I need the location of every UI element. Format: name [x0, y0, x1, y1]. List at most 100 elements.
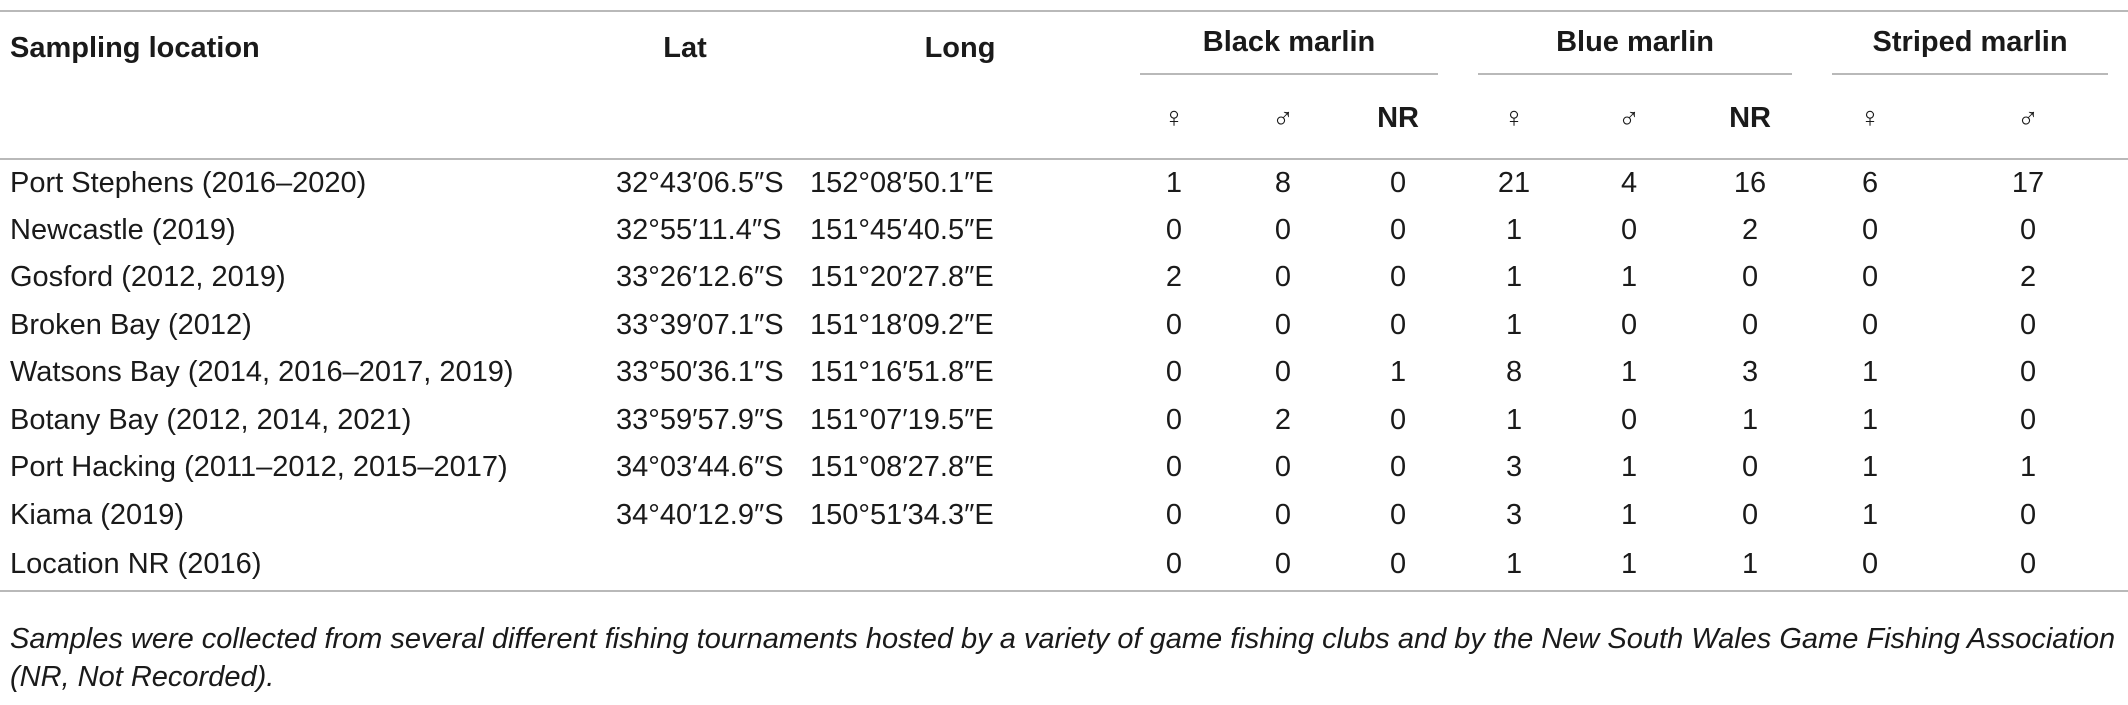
cell-count: 1	[1620, 261, 1638, 294]
cell-count: 0	[1389, 498, 1407, 531]
cell-count: 1	[1861, 403, 1879, 436]
table-row: Newcastle (2019) 32°55′11.4″S 151°45′40.5″…	[0, 207, 2128, 255]
cell-count: 8	[1274, 166, 1292, 199]
table-row: Port Stephens (2016–2020) 32°43′06.5″S 152…	[0, 159, 2128, 207]
cell-count: 0	[2019, 403, 2037, 436]
cell-count: 2	[2019, 261, 2037, 294]
header-long: Long	[800, 11, 1120, 160]
cell-count: 0	[1274, 308, 1292, 341]
cell-count: 1	[1861, 356, 1879, 389]
cell-count: 4	[1620, 166, 1638, 199]
cell-count: 21	[1497, 166, 1531, 199]
header-male: ♂	[1928, 79, 2128, 160]
cell-count: 0	[2019, 356, 2037, 389]
data-table: Sampling location Lat Long Black marlin …	[0, 10, 2128, 592]
cell-count: 0	[1165, 356, 1183, 389]
table-footnote: Samples were collected from several diff…	[10, 623, 2116, 693]
header-row-subcolumns: ♀ ♂ NR ♀ ♂ NR ♀ ♂	[0, 79, 2128, 160]
cell-count: 1	[1505, 308, 1523, 341]
cell-long: 151°18′09.2″E	[810, 308, 994, 341]
cell-long: 151°20′27.8″E	[810, 261, 994, 294]
cell-count: 3	[1505, 498, 1523, 531]
cell-location: Newcastle (2019)	[10, 213, 236, 246]
cell-count: 0	[1928, 539, 2128, 592]
cell-count: 1	[1389, 356, 1407, 389]
cell-count: 0	[1741, 261, 1759, 294]
group-underline	[1832, 73, 2109, 75]
cell-count: 0	[2019, 308, 2037, 341]
header-male: ♂	[1570, 79, 1689, 160]
cell-lat: 32°55′11.4″S	[616, 213, 782, 246]
cell-count: 1	[1620, 451, 1638, 484]
cell-count: 1	[1505, 261, 1523, 294]
cell-location: Port Hacking (2011–2012, 2015–2017)	[10, 451, 508, 484]
cell-location: Broken Bay (2012)	[10, 308, 252, 341]
table-row: Gosford (2012, 2019) 33°26′12.6″S 151°20′2…	[0, 254, 2128, 302]
cell-count: 0	[1338, 539, 1459, 592]
cell-count: 16	[1733, 166, 1767, 199]
cell-count: 0	[1861, 261, 1879, 294]
header-male: ♂	[1228, 79, 1338, 160]
cell-count: 0	[1861, 308, 1879, 341]
header-female: ♀	[1120, 79, 1228, 160]
table-row: Port Hacking (2011–2012, 2015–2017) 34°03…	[0, 444, 2128, 492]
cell-count: 6	[1861, 166, 1879, 199]
cell-long: 151°45′40.5″E	[810, 213, 994, 246]
cell-count: 0	[1274, 451, 1292, 484]
table-row: Kiama (2019) 34°40′12.9″S 150°51′34.3″E 0 0 0…	[0, 492, 2128, 540]
header-female: ♀	[1458, 79, 1571, 160]
cell-lat: 34°40′12.9″S	[616, 498, 784, 531]
cell-count: 1	[1570, 539, 1689, 592]
cell-count: 1	[2019, 451, 2037, 484]
cell-count: 0	[1741, 308, 1759, 341]
cell-count: 1	[1620, 498, 1638, 531]
table-row: Broken Bay (2012) 33°39′07.1″S 151°18′09.2…	[0, 302, 2128, 350]
cell-count: 0	[1228, 539, 1338, 592]
cell-count: 0	[1620, 308, 1638, 341]
header-lat: Lat	[570, 11, 800, 160]
cell-lat: 32°43′06.5″S	[616, 166, 784, 199]
cell-count: 2	[1741, 213, 1759, 246]
cell-count: 3	[1505, 451, 1523, 484]
header-sampling-location: Sampling location	[0, 11, 570, 160]
cell-count: 0	[1389, 451, 1407, 484]
header-row-groups: Sampling location Lat Long Black marlin …	[0, 11, 2128, 160]
cell-count: 0	[1389, 308, 1407, 341]
cell-count: 1	[1165, 166, 1183, 199]
cell-location: Kiama (2019)	[10, 498, 185, 531]
table-row: Watsons Bay (2014, 2016–2017, 2019) 33°50…	[0, 349, 2128, 397]
cell-lat	[570, 539, 800, 592]
cell-count: 0	[1165, 213, 1183, 246]
cell-count: 17	[2011, 166, 2045, 199]
cell-count: 1	[1505, 403, 1523, 436]
cell-count: 0	[2019, 213, 2037, 246]
cell-count: 0	[1120, 539, 1228, 592]
cell-count: 3	[1741, 356, 1759, 389]
cell-count: 1	[1741, 403, 1759, 436]
cell-count: 1	[1505, 213, 1523, 246]
cell-count: 2	[1274, 403, 1292, 436]
cell-lat: 33°50′36.1″S	[616, 356, 784, 389]
cell-lat: 33°26′12.6″S	[616, 261, 784, 294]
cell-count: 0	[1165, 498, 1183, 531]
cell-long: 151°16′51.8″E	[810, 356, 994, 389]
cell-count: 0	[1389, 166, 1407, 199]
header-group-striped-marlin: Striped marlin	[1812, 11, 2128, 79]
cell-count: 1	[1861, 451, 1879, 484]
cell-count: 0	[2019, 498, 2037, 531]
cell-count: 0	[1274, 498, 1292, 531]
cell-count: 0	[1741, 498, 1759, 531]
cell-location: Botany Bay (2012, 2014, 2021)	[10, 403, 412, 436]
cell-count: 0	[1274, 213, 1292, 246]
header-female: ♀	[1812, 79, 1929, 160]
cell-count: 0	[1620, 403, 1638, 436]
header-group-label: Striped marlin	[1872, 26, 2068, 58]
cell-lat: 33°59′57.9″S	[616, 403, 784, 436]
cell-count: 0	[1165, 308, 1183, 341]
cell-count: 0	[1741, 451, 1759, 484]
cell-count: 0	[1165, 403, 1183, 436]
cell-count: 2	[1165, 261, 1183, 294]
cell-long: 152°08′50.1″E	[810, 166, 994, 199]
cell-count: 1	[1861, 498, 1879, 531]
